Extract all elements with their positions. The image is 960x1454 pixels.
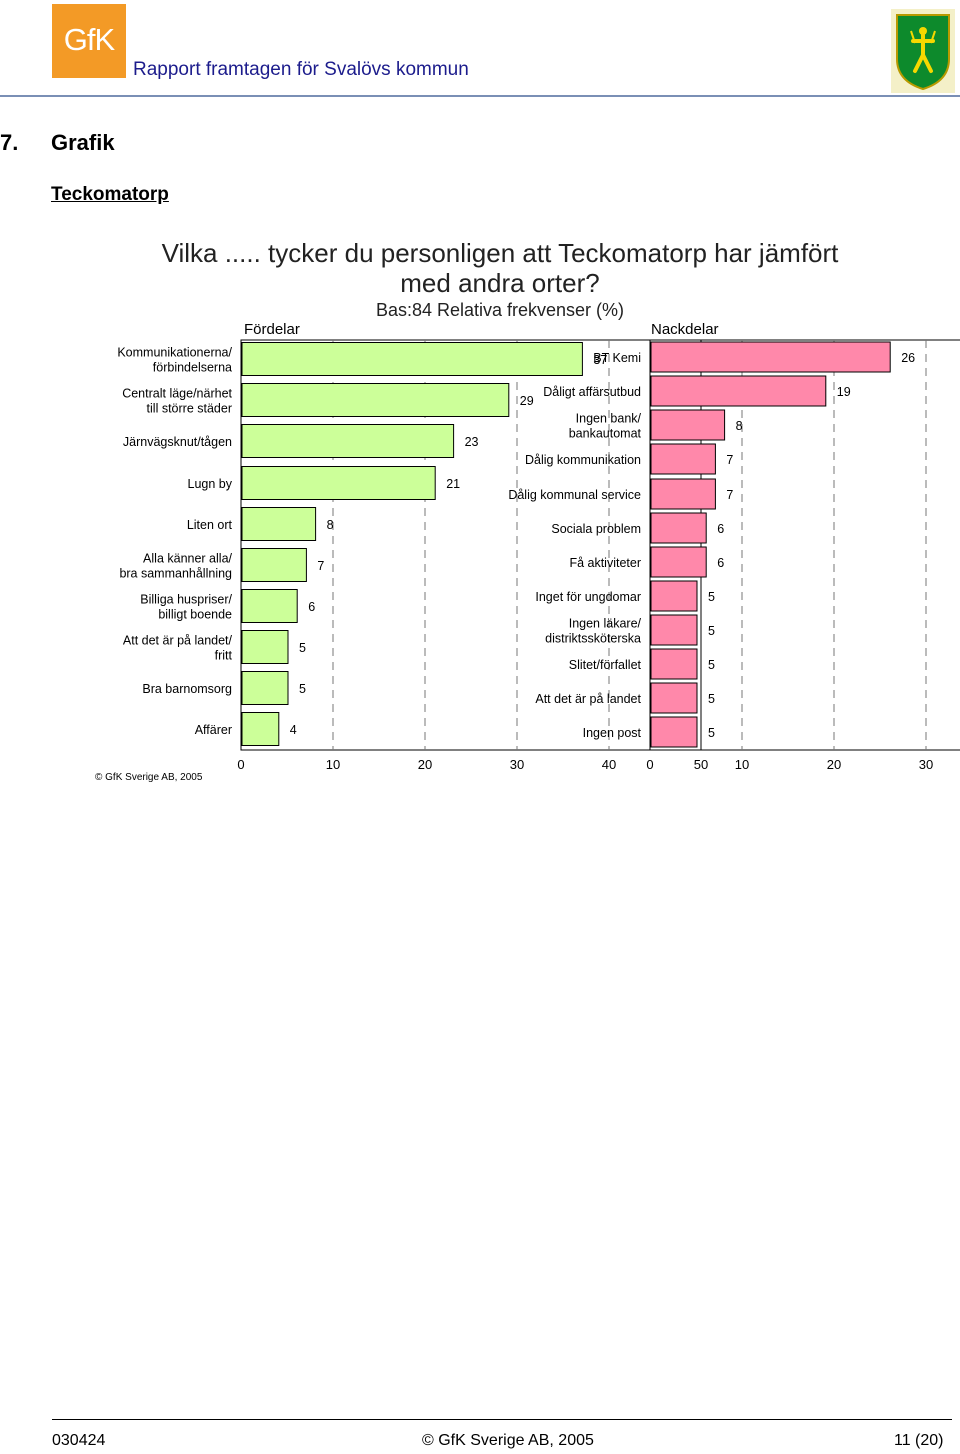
nackdelar-bar — [650, 409, 726, 441]
chart-question-title: Vilka ..... tycker du personligen att Te… — [161, 238, 839, 298]
nackdelar-bar — [650, 614, 698, 646]
fordelar-bar — [241, 507, 317, 541]
footer-divider — [52, 1419, 952, 1420]
nackdelar-bar-value-label: 5 — [708, 590, 715, 604]
fordelar-bar-value-label: 5 — [299, 682, 306, 696]
nackdelar-category-label: Ingen läkare/distriktssköterska — [545, 617, 641, 646]
fordelar-category-label: Lugn by — [188, 477, 233, 491]
fordelar-bar-value-label: 7 — [317, 559, 324, 573]
section-title: Grafik — [51, 130, 115, 155]
nackdelar-category-label: Att det är på landet — [535, 692, 641, 706]
nackdelar-category-label: Sociala problem — [551, 522, 641, 536]
fordelar-x-tick-label: 10 — [326, 757, 340, 772]
nackdelar-category-label: Ingen bank/bankautomat — [569, 412, 642, 441]
nackdelar-bar-value-label: 7 — [726, 488, 733, 502]
fordelar-bar-value-label: 5 — [299, 641, 306, 655]
fordelar-bar — [241, 424, 455, 458]
header-divider — [0, 95, 960, 97]
section-heading: 7. Grafik — [0, 130, 115, 156]
fordelar-x-tick-label: 0 — [237, 757, 244, 772]
fordelar-bar — [241, 671, 289, 705]
nackdelar-category-label: Dålig kommunal service — [508, 488, 641, 502]
report-title: Rapport framtagen för Svalövs kommun — [133, 59, 469, 80]
fordelar-x-tick-label: 50 — [694, 757, 708, 772]
fordelar-x-tick-label: 40 — [602, 757, 616, 772]
footer-page-number: 11 (20) — [894, 1432, 944, 1449]
fordelar-heading: Fördelar — [244, 321, 300, 338]
nackdelar-category-label: Dåligt affärsutbud — [543, 385, 641, 399]
nackdelar-category-label: Ingen post — [583, 726, 642, 740]
fordelar-category-label: Järnvägsknut/tågen — [123, 435, 232, 449]
nackdelar-bar-value-label: 5 — [708, 624, 715, 638]
fordelar-category-label: Att det är på landet/fritt — [123, 634, 233, 663]
gfk-logo-text: GfK — [63, 22, 115, 57]
nackdelar-bar — [650, 648, 698, 680]
fordelar-bar-value-label: 29 — [520, 394, 534, 408]
fordelar-bar — [241, 342, 583, 376]
nackdelar-category-label: Slitet/förfallet — [569, 658, 642, 672]
section-number: 7. — [0, 130, 19, 155]
nackdelar-bar-value-label: 6 — [717, 522, 724, 536]
fordelar-bar — [241, 712, 280, 746]
nackdelar-x-tick-label: 20 — [827, 757, 841, 772]
nackdelar-category-label: Inget för ungdomar — [535, 590, 641, 604]
fordelar-bar-value-label: 37 — [593, 353, 607, 367]
nackdelar-bar-value-label: 5 — [708, 658, 715, 672]
fordelar-bar-value-label: 8 — [327, 518, 334, 532]
nackdelar-bar — [650, 443, 716, 475]
footer-doc-number: 030424 — [52, 1432, 106, 1449]
nackdelar-category-label: BT Kemi — [593, 351, 641, 365]
fordelar-category-label: Billiga huspriser/billigt boende — [140, 593, 232, 622]
nackdelar-bar — [650, 716, 698, 748]
nackdelar-x-tick-label: 0 — [646, 757, 653, 772]
fordelar-x-tick-label: 30 — [510, 757, 524, 772]
fordelar-category-label: Affärer — [195, 723, 232, 737]
fordelar-x-tick-label: 20 — [418, 757, 432, 772]
fordelar-bar — [241, 383, 510, 417]
chart-area: 0 10 20 30 40 5037Kommunikationerna/förbindel… — [117, 339, 960, 772]
fordelar-plot-frame — [240, 339, 702, 751]
nackdelar-category-label: Dålig kommunikation — [525, 453, 641, 467]
nackdelar-bar — [650, 478, 716, 510]
nackdelar-bar-value-label: 19 — [837, 385, 851, 399]
nackdelar-bar — [650, 682, 698, 714]
municipality-crest-icon — [891, 9, 955, 93]
fordelar-bar — [241, 466, 436, 500]
fordelar-category-label: Alla känner alla/bra sammanhållning — [119, 552, 232, 581]
nackdelar-category-label: Få aktiviteter — [569, 556, 641, 570]
fordelar-category-label: Bra barnomsorg — [142, 682, 232, 696]
nackdelar-plot-frame — [649, 339, 960, 751]
chart-base-subtitle: Bas:84 Relativa frekvenser (%) — [375, 300, 625, 320]
nackdelar-bar-value-label: 5 — [708, 692, 715, 706]
gfk-logo: GfK — [52, 4, 126, 78]
nackdelar-bar-value-label: 8 — [736, 419, 743, 433]
fordelar-bar-value-label: 4 — [290, 723, 297, 737]
chart-copyright: © GfK Sverige AB, 2005 — [95, 772, 203, 783]
fordelar-bar-value-label: 6 — [308, 600, 315, 614]
fordelar-bar — [241, 548, 307, 582]
nackdelar-bar-value-label: 5 — [708, 726, 715, 740]
fordelar-category-label: Centralt läge/närhet till större städer — [122, 387, 232, 416]
fordelar-category-label: Liten ort — [187, 518, 233, 532]
nackdelar-bar-value-label: 6 — [717, 556, 724, 570]
nackdelar-bar — [650, 580, 698, 612]
nackdelar-bar-value-label: 26 — [901, 351, 915, 365]
fordelar-bar — [241, 589, 298, 623]
fordelar-bar-value-label: 21 — [446, 477, 460, 491]
nackdelar-heading: Nackdelar — [651, 321, 719, 338]
nackdelar-x-tick-label: 10 — [735, 757, 749, 772]
nackdelar-bar-value-label: 7 — [726, 453, 733, 467]
nackdelar-bar — [650, 546, 707, 578]
footer-copyright: © GfK Sverige AB, 2005 — [422, 1432, 594, 1449]
nackdelar-bar — [650, 341, 891, 373]
fordelar-bar — [241, 630, 289, 664]
nackdelar-x-tick-label: 30 — [919, 757, 933, 772]
fordelar-category-label: Kommunikationerna/förbindelserna — [117, 346, 232, 375]
nackdelar-bar — [650, 375, 827, 407]
nackdelar-bar — [650, 512, 707, 544]
section-subtitle: Teckomatorp — [51, 184, 169, 205]
fordelar-bar-value-label: 23 — [465, 435, 479, 449]
